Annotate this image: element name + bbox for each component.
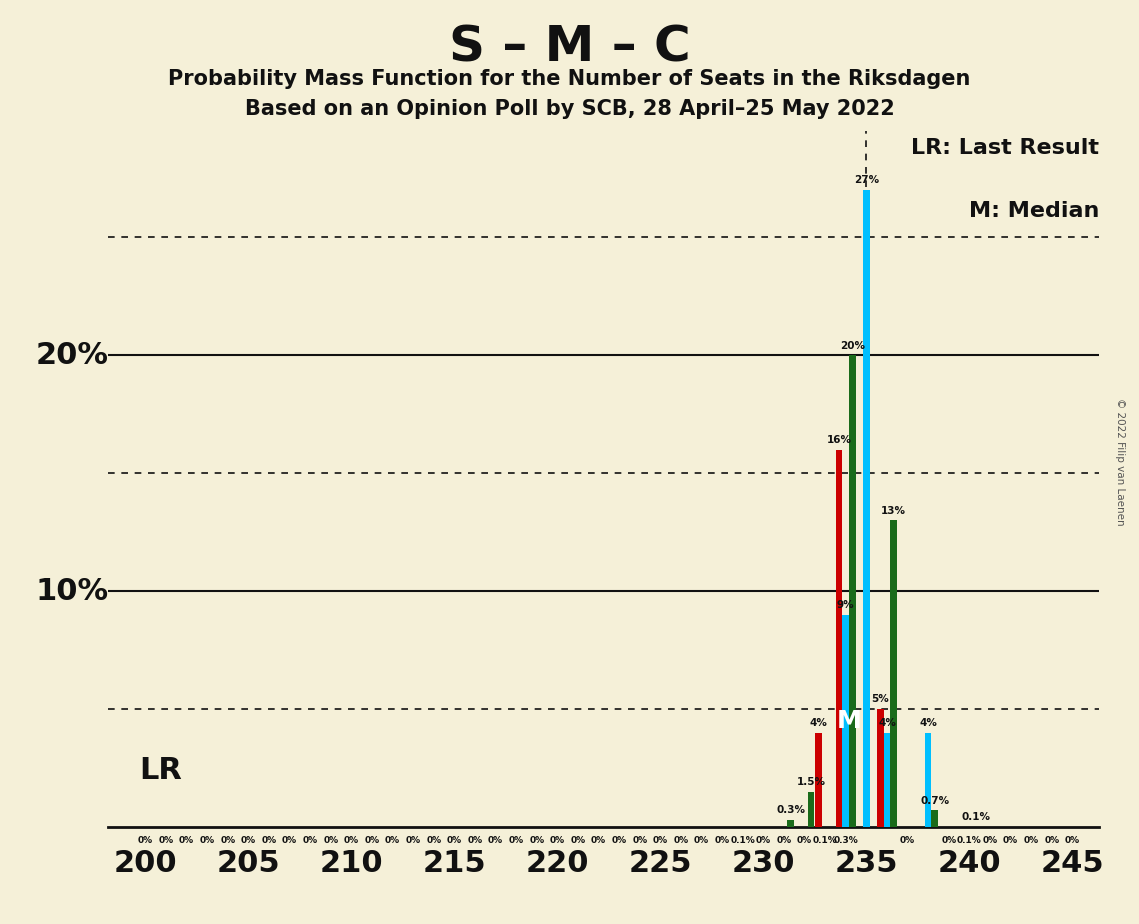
Text: 9%: 9%: [837, 600, 854, 610]
Text: 20%: 20%: [839, 341, 865, 350]
Text: 0%: 0%: [1003, 836, 1018, 845]
Text: 0%: 0%: [591, 836, 606, 845]
Text: 0%: 0%: [323, 836, 338, 845]
Text: 5%: 5%: [871, 694, 890, 704]
Text: 4%: 4%: [810, 718, 827, 728]
Text: 0%: 0%: [653, 836, 667, 845]
Text: 0%: 0%: [797, 836, 812, 845]
Text: LR: LR: [139, 756, 182, 784]
Text: 0.3%: 0.3%: [834, 836, 858, 845]
Text: 0%: 0%: [530, 836, 544, 845]
Text: M: M: [837, 709, 861, 733]
Text: 13%: 13%: [882, 505, 906, 516]
Bar: [884, 733, 891, 827]
Bar: [808, 792, 814, 827]
Text: 0%: 0%: [508, 836, 524, 845]
Text: 1.5%: 1.5%: [796, 777, 826, 787]
Text: 0%: 0%: [550, 836, 565, 845]
Bar: [863, 190, 870, 827]
Text: 0%: 0%: [467, 836, 483, 845]
Text: 0%: 0%: [941, 836, 957, 845]
Bar: [925, 733, 932, 827]
Text: 0%: 0%: [179, 836, 194, 845]
Text: 0%: 0%: [405, 836, 420, 845]
Text: 0.7%: 0.7%: [920, 796, 949, 806]
Bar: [816, 733, 822, 827]
Text: 0%: 0%: [694, 836, 710, 845]
Text: 4%: 4%: [919, 718, 937, 728]
Text: 0%: 0%: [777, 836, 792, 845]
Text: Based on an Opinion Poll by SCB, 28 April–25 May 2022: Based on an Opinion Poll by SCB, 28 Apri…: [245, 99, 894, 119]
Text: 0%: 0%: [982, 836, 998, 845]
Text: 0%: 0%: [756, 836, 771, 845]
Text: 0%: 0%: [1044, 836, 1059, 845]
Text: 20%: 20%: [35, 341, 108, 370]
Bar: [877, 709, 884, 827]
Text: 0%: 0%: [282, 836, 297, 845]
Text: 0%: 0%: [138, 836, 153, 845]
Text: 0%: 0%: [714, 836, 730, 845]
Text: 0%: 0%: [303, 836, 318, 845]
Text: 0%: 0%: [673, 836, 688, 845]
Bar: [891, 520, 896, 827]
Text: 0%: 0%: [199, 836, 214, 845]
Text: © 2022 Filip van Laenen: © 2022 Filip van Laenen: [1115, 398, 1125, 526]
Text: 0%: 0%: [426, 836, 441, 845]
Text: 0%: 0%: [571, 836, 585, 845]
Text: 27%: 27%: [854, 176, 879, 186]
Text: 0%: 0%: [1065, 836, 1080, 845]
Text: 0%: 0%: [612, 836, 626, 845]
Bar: [843, 614, 849, 827]
Text: 0%: 0%: [385, 836, 400, 845]
Text: 0%: 0%: [220, 836, 236, 845]
Text: 0.1%: 0.1%: [813, 836, 837, 845]
Text: 16%: 16%: [827, 435, 852, 444]
Text: 0%: 0%: [261, 836, 277, 845]
Bar: [932, 810, 939, 827]
Text: 0.1%: 0.1%: [730, 836, 755, 845]
Text: 10%: 10%: [35, 577, 108, 605]
Text: Probability Mass Function for the Number of Seats in the Riksdagen: Probability Mass Function for the Number…: [169, 69, 970, 90]
Text: 0.1%: 0.1%: [961, 812, 991, 822]
Text: 0%: 0%: [632, 836, 647, 845]
Text: 0%: 0%: [900, 836, 915, 845]
Text: 0%: 0%: [344, 836, 359, 845]
Text: 0%: 0%: [158, 836, 173, 845]
Text: M: Median: M: Median: [969, 201, 1099, 221]
Text: 0%: 0%: [364, 836, 379, 845]
Text: LR: Last Result: LR: Last Result: [911, 139, 1099, 158]
Text: 0%: 0%: [1024, 836, 1039, 845]
Bar: [787, 820, 794, 827]
Text: 0.1%: 0.1%: [957, 836, 982, 845]
Text: S – M – C: S – M – C: [449, 23, 690, 71]
Text: 0.3%: 0.3%: [776, 805, 805, 815]
Text: 4%: 4%: [878, 718, 896, 728]
Bar: [849, 355, 855, 827]
Text: 0%: 0%: [487, 836, 503, 845]
Bar: [836, 450, 843, 827]
Text: 0%: 0%: [446, 836, 462, 845]
Text: 0%: 0%: [240, 836, 256, 845]
